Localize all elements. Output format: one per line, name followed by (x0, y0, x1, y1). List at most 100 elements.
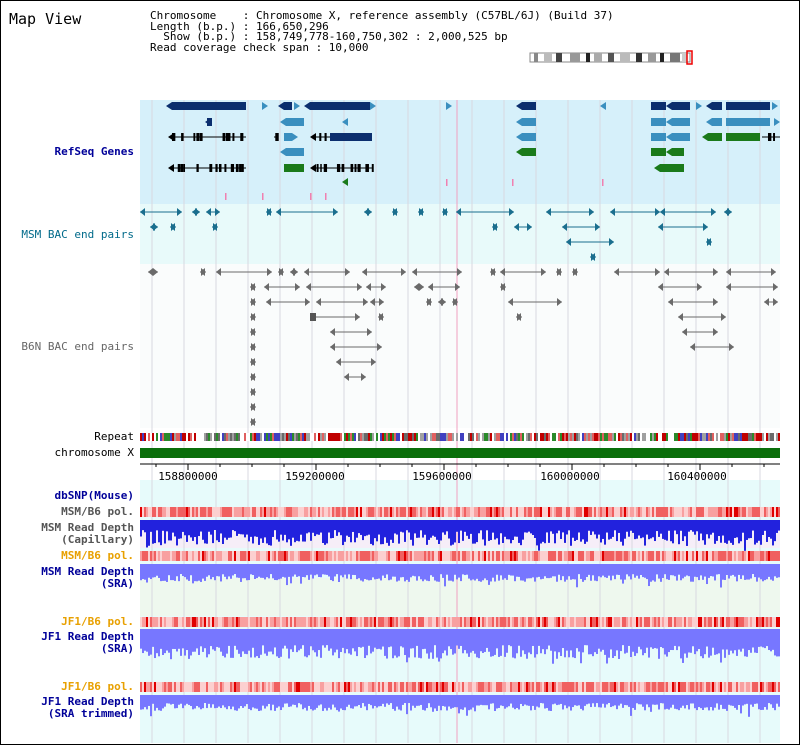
jf1-pol-1-cell (288, 617, 290, 627)
msm-pol-1-cell (726, 507, 728, 517)
jf1-sra-depth-bar (232, 629, 234, 658)
jf1-trim-depth-bar (372, 695, 374, 709)
jf1-trim-depth-bar (234, 695, 236, 711)
msm-pol-2-cell (270, 551, 272, 561)
jf1-pol-1-cell (666, 617, 668, 627)
jf1-pol-2-cell (576, 682, 578, 692)
jf1-sra-depth-bar (260, 629, 262, 655)
jf1-pol-2-cell (366, 682, 368, 692)
msm-pol-2-cell (512, 551, 514, 561)
msm-sra-depth-bar (232, 564, 234, 576)
jf1-pol-1-cell (482, 617, 484, 627)
jf1-sra-depth-bar (374, 629, 376, 648)
msm-cap-depth-bar (476, 520, 478, 543)
jf1-trim-depth-bar (204, 695, 206, 704)
jf1-sra-depth-bar (750, 629, 752, 653)
bac-end-right (251, 343, 256, 351)
msm-pol-1-cell (494, 507, 496, 517)
jf1-sra-depth-bar (648, 629, 650, 658)
msm-pol-2-cell (662, 551, 664, 561)
msm-cap-depth-bar (644, 520, 646, 546)
jf1-sra-depth-bar (366, 629, 368, 656)
jf1-pol-1-cell (646, 617, 648, 627)
msm-sra-depth-bar (148, 564, 150, 578)
repeat-segment (146, 433, 148, 441)
jf1-pol-2-cell (538, 682, 540, 692)
track-label-b6n-bac[interactable]: B6N BAC end pairs (21, 340, 134, 353)
jf1-pol-2-cell (292, 682, 294, 692)
msm-pol-2-cell (410, 551, 412, 561)
jf1-pol-2-cell (666, 682, 668, 692)
msm-pol-1-cell (474, 507, 476, 517)
jf1-pol-1-cell (612, 617, 614, 627)
msm-pol-2-cell (472, 551, 474, 561)
jf1-sra-depth-bar (718, 629, 720, 654)
jf1-sra-depth-bar (574, 629, 576, 659)
msm-pol-1-cell (150, 507, 152, 517)
msm-pol-1-cell (296, 507, 298, 517)
jf1-pol-1-cell (758, 617, 760, 627)
msm-sra-depth-bar (520, 564, 522, 581)
jf1-pol-2-cell (306, 682, 308, 692)
jf1-pol-1-cell (338, 617, 340, 627)
track-label-dbsnp[interactable]: dbSNP(Mouse) (54, 489, 134, 502)
msm-sra-depth-bar (448, 564, 450, 581)
msm-cap-depth-bar (140, 520, 142, 537)
repeat-segment (228, 433, 230, 441)
jf1-sra-depth-bar (452, 629, 454, 655)
repeat-segment (582, 433, 584, 441)
msm-sra-depth-bar (194, 564, 196, 582)
msm-pol-2-cell (404, 551, 406, 561)
jf1-pol-1-cell (396, 617, 398, 627)
jf1-trim-depth-bar (194, 695, 196, 709)
jf1-pol-1-cell (464, 617, 466, 627)
msm-pol-2-cell (240, 551, 242, 561)
jf1-pol-2-cell (758, 682, 760, 692)
bac-end-left (456, 208, 461, 216)
msm-sra-depth-bar (364, 564, 366, 580)
msm-pol-2-cell (714, 551, 716, 561)
jf1-pol-2-cell (636, 682, 638, 692)
repeat-segment (364, 433, 366, 441)
jf1-pol-2-cell (554, 682, 556, 692)
repeat-segment (230, 433, 232, 441)
jf1-sra-depth-bar (406, 629, 408, 663)
msm-pol-1-cell (748, 507, 750, 517)
jf1-sra-depth-bar (470, 629, 472, 653)
repeat-segment (272, 433, 274, 441)
jf1-sra-depth-bar (210, 629, 212, 647)
jf1-pol-1-cell (536, 617, 538, 627)
jf1-sra-depth-bar (238, 629, 240, 654)
msm-sra-depth-bar (468, 564, 470, 579)
msm-pol-1-cell (424, 507, 426, 517)
bac-end-right (491, 268, 496, 276)
jf1-sra-depth-bar (408, 629, 410, 658)
msm-cap-depth-bar (166, 520, 168, 532)
msm-cap-depth-bar (606, 520, 608, 533)
msm-cap-depth-bar (664, 520, 666, 540)
jf1-pol-1-cell (520, 617, 522, 627)
jf1-sra-depth-bar (704, 629, 706, 655)
msm-pol-2-cell (248, 551, 250, 561)
jf1-pol-1-cell (492, 617, 494, 627)
msm-pol-2-cell (504, 551, 506, 561)
msm-pol-1-cell (580, 507, 582, 517)
track-label-msm-pol-1: MSM/B6 pol. (61, 505, 134, 518)
msm-pol-2-cell (666, 551, 668, 561)
track-label-jf1-depth-trim: JF1 Read Depth (SRA trimmed) (41, 696, 134, 720)
jf1-sra-depth-bar (236, 629, 238, 650)
jf1-pol-1-cell (712, 617, 714, 627)
repeat-segment (304, 433, 306, 441)
track-label-refseq[interactable]: RefSeq Genes (54, 145, 134, 158)
jf1-trim-depth-bar (426, 695, 428, 709)
track-label-msm-bac[interactable]: MSM BAC end pairs (21, 228, 134, 241)
repeat-segment (538, 433, 540, 441)
jf1-sra-depth-bar (734, 629, 736, 651)
jf1-trim-depth-bar (140, 695, 142, 710)
jf1-pol-1-cell (638, 617, 640, 627)
gene-block (522, 102, 536, 110)
msm-cap-depth-bar (432, 520, 434, 536)
jf1-pol-1-cell (382, 617, 384, 627)
jf1-sra-depth-bar (542, 629, 544, 650)
msm-pol-1-cell (778, 507, 780, 517)
